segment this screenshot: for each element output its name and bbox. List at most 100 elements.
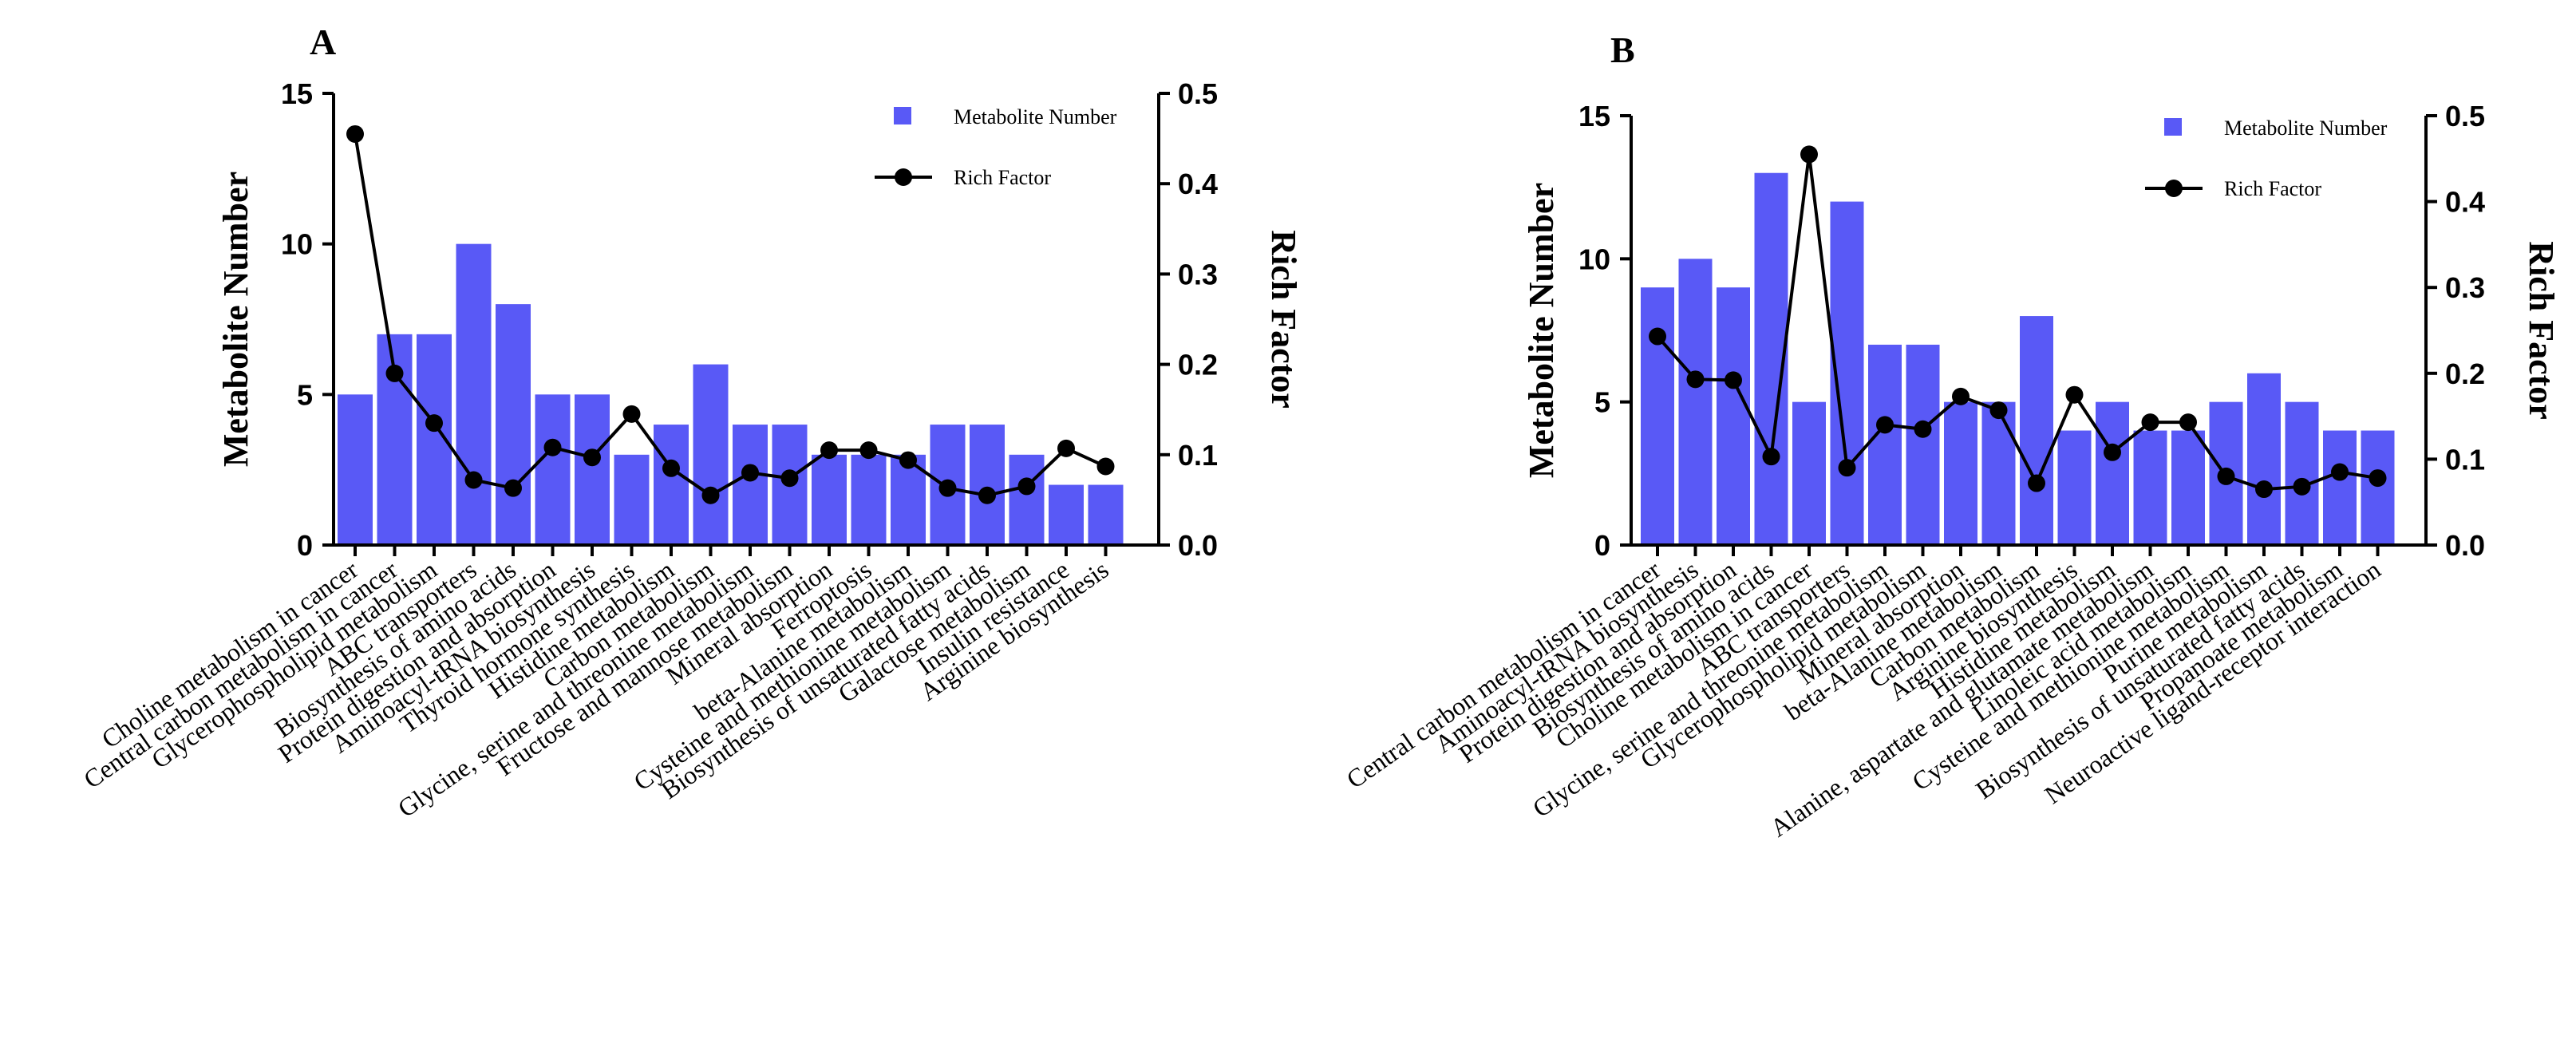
rich-factor-point-a-2 (385, 364, 404, 382)
right-tick-label-b-3: 0.3 (2445, 271, 2485, 304)
rich-factor-point-b-12 (2065, 385, 2084, 404)
bar-a-7 (575, 394, 610, 545)
left-tick-label-a-0: 0 (297, 529, 313, 562)
right-axis-title-a: Rich Factor (1264, 230, 1303, 409)
bar-b-13 (2096, 401, 2129, 545)
rich-factor-point-b-17 (2255, 480, 2273, 499)
rich-factor-point-b-19 (2331, 463, 2349, 481)
rich-factor-point-b-11 (2028, 474, 2045, 492)
bar-a-1 (338, 394, 373, 545)
bar-a-19 (1049, 484, 1084, 545)
legend-label-rich-factor-b: Rich Factor (2224, 177, 2321, 200)
rich-factor-point-b-8 (1914, 420, 1932, 438)
rich-factor-point-a-13 (820, 441, 838, 460)
rich-factor-point-a-7 (583, 448, 601, 467)
bar-b-20 (2361, 430, 2395, 545)
bar-b-3 (1717, 287, 1750, 545)
rich-factor-point-a-19 (1057, 439, 1075, 457)
bar-a-14 (851, 454, 887, 545)
rich-factor-point-b-15 (2179, 413, 2197, 432)
left-tick-label-b-2: 10 (1578, 243, 1610, 275)
right-tick-label-b-0: 0.0 (2445, 529, 2485, 562)
right-tick-label-b-5: 0.5 (2445, 100, 2485, 132)
rich-factor-point-a-12 (780, 469, 799, 488)
panel-b-letter: B (1610, 30, 1635, 70)
rich-factor-point-a-11 (741, 464, 759, 482)
legend-bar-swatch-b (2164, 118, 2182, 136)
bar-a-4 (456, 243, 492, 545)
rich-factor-point-a-4 (464, 471, 483, 489)
right-tick-label-a-1: 0.1 (1178, 439, 1218, 472)
rich-factor-point-a-3 (425, 414, 443, 433)
legend-point-swatch-a (895, 168, 912, 186)
rich-factor-point-a-16 (938, 479, 957, 497)
legend-label-metabolite-number-a: Metabolite Number (954, 105, 1117, 128)
rich-factor-point-b-3 (1725, 371, 1742, 389)
bar-b-8 (1906, 344, 1940, 545)
bar-a-6 (535, 394, 571, 545)
legend-bar-swatch-a (894, 107, 911, 124)
bar-b-15 (2171, 430, 2205, 545)
rich-factor-point-b-13 (2104, 443, 2121, 461)
legend-point-swatch-b (2165, 180, 2183, 197)
bar-b-10 (1981, 401, 2016, 545)
left-tick-label-b-1: 5 (1594, 386, 1610, 419)
bar-a-18 (1009, 454, 1045, 545)
rich-factor-point-b-7 (1876, 416, 1894, 434)
bar-b-9 (1944, 401, 1977, 545)
rich-factor-point-b-1 (1649, 327, 1666, 346)
left-axis-title-b: Metabolite Number (1522, 183, 1561, 478)
rich-factor-point-b-10 (1989, 401, 2008, 420)
rich-factor-point-b-18 (2293, 477, 2311, 496)
rich-factor-point-b-6 (1838, 459, 1856, 477)
bar-b-2 (1678, 259, 1713, 545)
rich-factor-point-a-1 (346, 124, 364, 143)
rich-factor-point-a-9 (662, 459, 680, 477)
bar-b-14 (2133, 430, 2167, 545)
bar-b-19 (2323, 430, 2357, 545)
bar-b-12 (2057, 430, 2092, 545)
rich-factor-point-a-10 (701, 486, 720, 504)
rich-factor-point-b-14 (2141, 413, 2159, 432)
legend-label-metabolite-number-b: Metabolite Number (2224, 117, 2388, 140)
right-axis-title-b: Rich Factor (2522, 241, 2561, 420)
rich-factor-point-b-16 (2217, 467, 2235, 485)
bar-a-11 (733, 425, 768, 545)
bar-a-5 (496, 304, 531, 545)
rich-factor-point-b-2 (1686, 370, 1705, 389)
left-axis-title-a: Metabolite Number (216, 172, 255, 467)
bar-b-17 (2247, 373, 2281, 545)
rich-factor-point-a-14 (859, 441, 878, 460)
rich-factor-point-b-20 (2369, 469, 2387, 488)
rich-factor-point-a-15 (899, 451, 917, 469)
bar-b-11 (2020, 316, 2053, 545)
rich-factor-point-a-6 (543, 438, 562, 456)
left-tick-label-a-2: 10 (281, 228, 313, 261)
rich-factor-point-a-8 (622, 405, 641, 423)
panel-a-letter: A (310, 22, 336, 62)
bar-a-10 (693, 364, 729, 545)
rich-factor-point-b-4 (1762, 448, 1780, 466)
legend-label-rich-factor-a: Rich Factor (954, 166, 1051, 189)
right-tick-label-a-0: 0.0 (1178, 529, 1218, 562)
rich-factor-point-a-17 (978, 486, 996, 504)
left-tick-label-a-3: 15 (281, 77, 313, 110)
left-tick-label-a-1: 5 (297, 378, 313, 411)
left-tick-label-b-3: 15 (1578, 100, 1610, 132)
bar-a-17 (970, 425, 1005, 545)
right-tick-label-a-2: 0.2 (1178, 349, 1218, 381)
bar-a-8 (614, 454, 650, 545)
right-tick-label-a-4: 0.4 (1178, 168, 1218, 200)
rich-factor-point-a-18 (1017, 477, 1036, 496)
right-tick-label-b-2: 0.2 (2445, 358, 2485, 390)
bar-b-18 (2285, 401, 2319, 545)
bar-b-5 (1792, 401, 1826, 545)
right-tick-label-b-4: 0.4 (2445, 186, 2485, 219)
rich-factor-point-a-20 (1096, 457, 1115, 476)
right-tick-label-b-1: 0.1 (2445, 443, 2485, 476)
right-tick-label-a-5: 0.5 (1178, 77, 1218, 110)
right-tick-label-a-3: 0.3 (1178, 258, 1218, 290)
